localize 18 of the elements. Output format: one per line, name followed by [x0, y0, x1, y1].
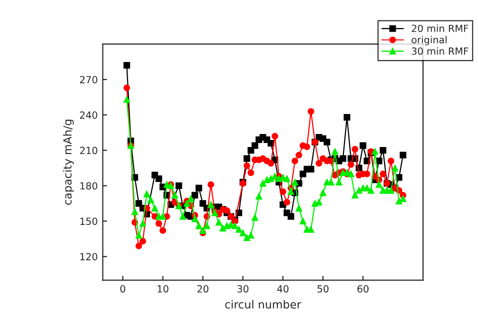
x-tick-label: 60 — [357, 285, 369, 293]
legend-label: 30 min RMF — [412, 47, 468, 55]
legend-label: original — [412, 36, 447, 46]
x-tick-label: 0 — [120, 285, 126, 293]
x-tick-label: 40 — [277, 285, 288, 293]
y-tick-label: 150 — [80, 218, 98, 225]
x-tick-label: 50 — [318, 285, 328, 293]
x-tick-label: 10 — [158, 285, 168, 293]
y-tick-label: 180 — [80, 182, 98, 190]
y-tick-label: 120 — [80, 253, 98, 260]
x-tick-label: 30 — [237, 285, 248, 293]
y-tick-label: 210 — [80, 146, 98, 154]
legend-label: 20 min RMF — [412, 24, 468, 32]
x-axis-title: circul number — [225, 300, 302, 309]
x-tick-label: 20 — [197, 285, 208, 293]
y-tick-label: 240 — [80, 111, 98, 119]
y-axis-title: capacity mAh/g — [63, 120, 74, 205]
y-tick-label: 270 — [80, 76, 98, 84]
